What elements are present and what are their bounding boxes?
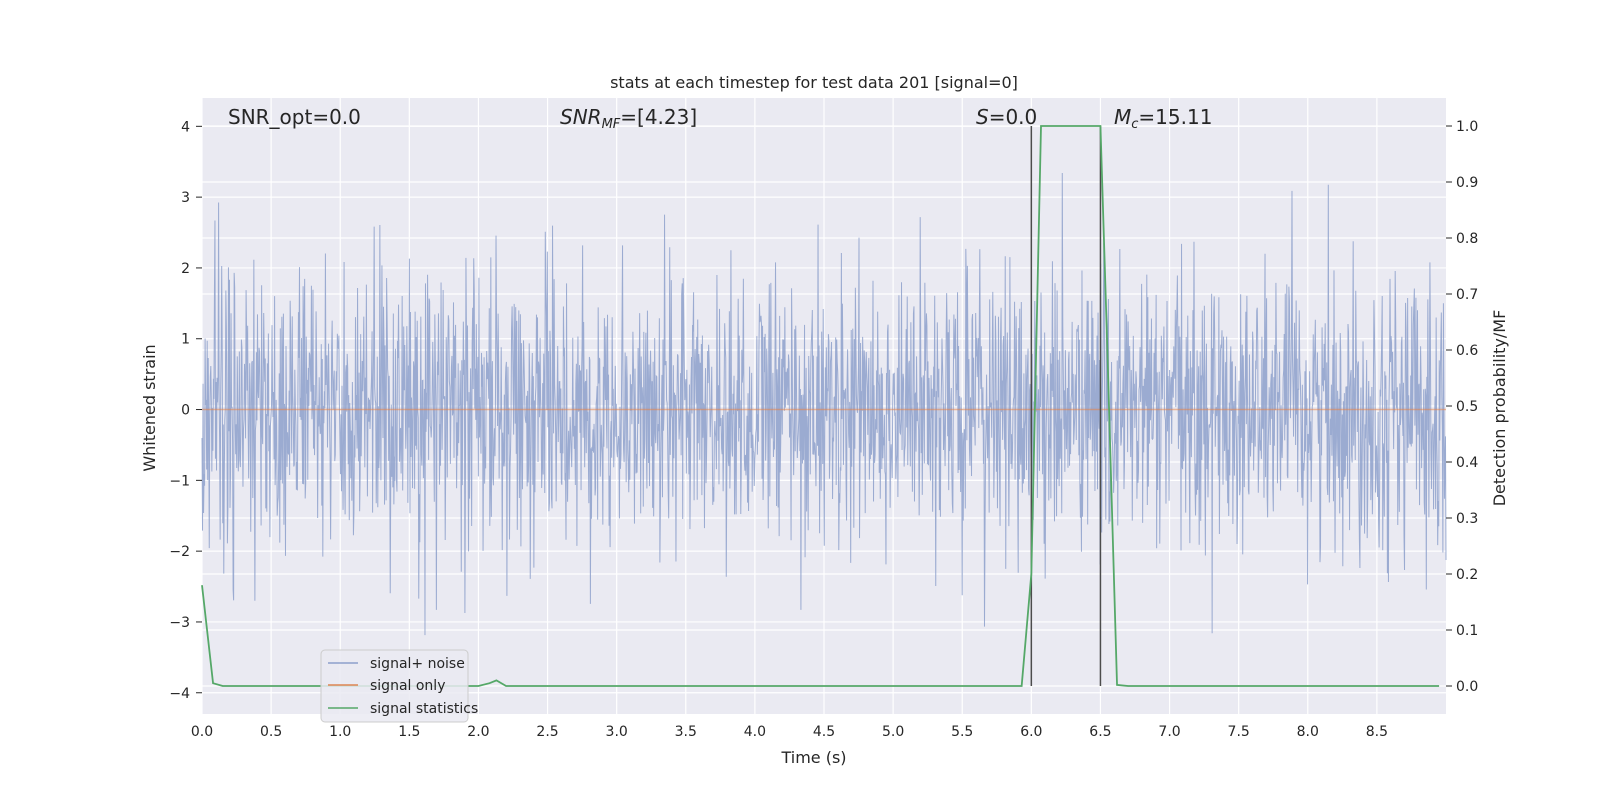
y-tick-label-left: 0 [181,403,190,419]
x-tick-label: 7.5 [1228,724,1250,740]
x-tick-label: 8.5 [1366,724,1388,740]
annotation-mc-sub: c [1131,117,1138,132]
annotation-s-value: =0.0 [989,105,1038,129]
y-tick-label-right: 0.5 [1456,399,1478,415]
legend-label-signal-plus-noise: signal+ noise [370,656,465,672]
legend-label-signal-statistics: signal statistics [370,701,478,717]
y-tick-label-right: 0.4 [1456,455,1478,471]
x-tick-label: 4.0 [744,724,766,740]
annotation-snr-mf: SNRMF=[4.23] [560,105,697,132]
annotation-mc: Mc=15.11 [1114,105,1212,132]
y-tick-label-right: 0.1 [1456,623,1478,639]
annotation-mc-value: =15.11 [1138,105,1212,129]
x-tick-label: 8.0 [1297,724,1319,740]
y-axis-left-label: Whitened strain [140,344,159,471]
x-tick-label: 1.0 [329,724,351,740]
x-tick-label: 6.5 [1089,724,1111,740]
vertical-markers [1030,126,1102,686]
x-tick-label: 6.0 [1020,724,1042,740]
y-tick-label-left: 3 [181,190,190,206]
y-axis-left-ticks: 4 3 2 1 0 −1 −2 −3 −4 [169,119,202,702]
chart-title: stats at each timestep for test data 201… [610,73,1018,92]
x-tick-label: 2.5 [536,724,558,740]
y-tick-label-right: 0.2 [1456,567,1478,583]
y-tick-label-right: 0.3 [1456,511,1478,527]
legend-label-signal-only: signal only [370,678,445,694]
y-tick-label-right: 0.8 [1456,231,1478,247]
y-tick-label-right: 0.9 [1456,175,1478,191]
y-tick-label-right: 0.7 [1456,287,1478,303]
annotation-s-prefix: S [976,105,989,129]
noise-trace [201,173,1447,636]
y-tick-label-left: −2 [169,544,190,560]
annotation-snr-mf-prefix: SNR [560,105,602,129]
x-tick-label: 5.0 [882,724,904,740]
y-axis-right-ticks: 1.0 0.9 0.8 0.7 0.6 0.5 0.4 0.3 0.2 0.1 0.0 [1446,119,1478,695]
y-tick-label-right: 0.0 [1456,679,1478,695]
annotation-snr-opt: SNR_opt=0.0 [228,105,361,129]
y-tick-label-left: 1 [181,332,190,348]
annotation-s: S=0.0 [976,105,1037,129]
annotation-snr-mf-sub: MF [602,117,621,132]
y-tick-label-left: −4 [169,686,190,702]
annotation-snr-mf-value: =[4.23] [620,105,697,129]
y-tick-label-right: 0.6 [1456,343,1478,359]
y-axis-right-label: Detection probability/MF [1490,310,1509,507]
x-tick-label: 5.5 [951,724,973,740]
x-tick-label: 0.0 [191,724,213,740]
x-axis-label: Time (s) [780,748,846,767]
annotation-mc-prefix: M [1114,105,1131,129]
y-tick-label-right: 1.0 [1456,119,1478,135]
x-tick-label: 1.5 [398,724,420,740]
series-signal-plus-noise [201,173,1447,636]
x-tick-label: 7.0 [1158,724,1180,740]
x-tick-label: 3.0 [606,724,628,740]
legend: signal+ noise signal only signal statist… [320,649,478,723]
y-tick-label-left: 2 [181,261,190,277]
legend-box [320,649,469,723]
x-tick-label: 4.5 [813,724,835,740]
x-tick-label: 0.5 [260,724,282,740]
x-axis-ticks: 0.0 0.5 1.0 1.5 2.0 2.5 3.0 3.5 4.0 4.5 5.0 5.5 6.0 6… [191,724,1388,740]
y-tick-label-left: 4 [181,119,190,135]
y-tick-label-left: −1 [169,473,190,489]
y-tick-label-left: −3 [169,615,190,631]
x-tick-label: 2.0 [467,724,489,740]
x-tick-label: 3.5 [675,724,697,740]
